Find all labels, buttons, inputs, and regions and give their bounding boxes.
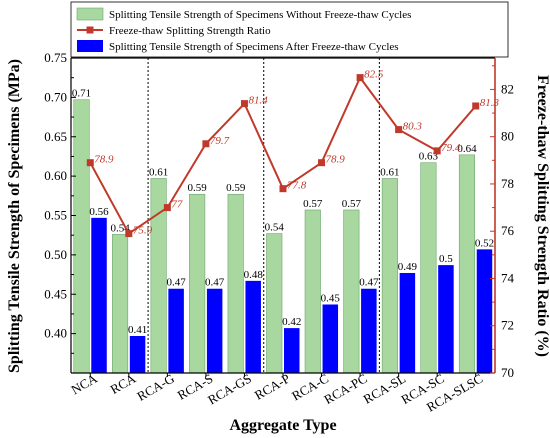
ratio-value-label: 77.8 bbox=[287, 180, 307, 192]
x-axis-title: Aggregate Type bbox=[229, 417, 336, 434]
left-tick-label: 0.55 bbox=[44, 208, 67, 223]
right-tick-label: 78 bbox=[501, 176, 514, 191]
bar-without-freeze-thaw bbox=[304, 209, 321, 374]
bar-value-label: 0.56 bbox=[89, 206, 109, 218]
bar-value-label: 0.59 bbox=[226, 182, 246, 194]
ratio-marker bbox=[202, 140, 210, 148]
bar-without-freeze-thaw bbox=[420, 162, 437, 374]
bar-without-freeze-thaw bbox=[458, 154, 476, 374]
bar-value-label: 0.61 bbox=[149, 166, 168, 178]
bar-value-label: 0.57 bbox=[303, 198, 323, 210]
bar-value-label: 0.48 bbox=[244, 269, 264, 281]
bar-without-freeze-thaw bbox=[266, 233, 283, 374]
bar-after-freeze-thaw bbox=[129, 335, 146, 373]
legend-label-ratio: Freeze-thaw Splitting Strength Ratio bbox=[109, 25, 271, 37]
y2-axis-title: Freeze-thaw Splitting Strength Ratio (%) bbox=[534, 75, 550, 357]
x-tick-label: RCA-PC bbox=[321, 371, 369, 407]
y-axis-title: Splitting Tensile Strength of Specimens … bbox=[6, 59, 23, 373]
bar-after-freeze-thaw bbox=[168, 288, 184, 373]
bar-without-freeze-thaw bbox=[227, 193, 244, 374]
ratio-marker bbox=[433, 147, 441, 155]
left-tick-label: 0.45 bbox=[44, 286, 67, 301]
bar-value-label: 0.5 bbox=[439, 253, 453, 265]
x-tick-label: RCA-P bbox=[252, 371, 293, 403]
ratio-value-label: 75.9 bbox=[133, 225, 153, 237]
right-tick-label: 80 bbox=[501, 129, 514, 144]
ratio-value-label: 81.4 bbox=[248, 95, 268, 107]
x-tick-label: RCA-SL bbox=[361, 371, 409, 407]
bar-value-label: 0.47 bbox=[166, 277, 186, 289]
bar-after-freeze-thaw bbox=[284, 328, 300, 373]
ratio-value-label: 78.9 bbox=[94, 154, 114, 166]
ratio-marker bbox=[356, 74, 364, 82]
ratio-value-label: 82.5 bbox=[364, 69, 384, 81]
bar-value-label: 0.47 bbox=[359, 277, 379, 289]
x-tick-label: NCA bbox=[68, 370, 100, 397]
legend-swatch-without bbox=[76, 7, 104, 21]
legend-box bbox=[70, 1, 509, 58]
ratio-value-label: 79.7 bbox=[210, 135, 230, 147]
x-tick-label: RCA-G bbox=[134, 371, 177, 404]
bar-without-freeze-thaw bbox=[189, 193, 206, 374]
right-tick-label: 74 bbox=[501, 270, 515, 285]
bar-value-label: 0.49 bbox=[398, 261, 418, 273]
legend-label-without: Splitting Tensile Strength of Specimens … bbox=[109, 9, 411, 21]
legend-swatch-ratio-marker bbox=[86, 26, 94, 34]
left-tick-label: 0.40 bbox=[44, 326, 67, 341]
bar-without-freeze-thaw bbox=[343, 209, 360, 374]
bar-value-label: 0.71 bbox=[72, 88, 91, 100]
ratio-value-label: 77 bbox=[171, 199, 183, 211]
bar-value-label: 0.41 bbox=[128, 324, 147, 336]
legend-label-after: Splitting Tensile Strength of Specimens … bbox=[109, 41, 399, 53]
bar-without-freeze-thaw bbox=[112, 234, 129, 374]
bar-after-freeze-thaw bbox=[438, 265, 454, 373]
ratio-marker bbox=[472, 102, 480, 110]
ratio-marker bbox=[86, 159, 94, 167]
right-tick-label: 82 bbox=[501, 81, 514, 96]
ratio-marker bbox=[318, 159, 326, 167]
bar-value-label: 0.52 bbox=[475, 237, 494, 249]
bar-value-label: 0.63 bbox=[419, 151, 439, 163]
left-tick-label: 0.60 bbox=[44, 168, 67, 183]
left-tick-label: 0.75 bbox=[44, 50, 67, 65]
bar-after-freeze-thaw bbox=[206, 288, 223, 373]
right-tick-label: 72 bbox=[501, 318, 514, 333]
bar-after-freeze-thaw bbox=[476, 249, 493, 373]
left-tick-label: 0.50 bbox=[44, 247, 67, 262]
ratio-marker bbox=[125, 230, 133, 238]
ratio-marker bbox=[163, 204, 171, 212]
ratio-marker bbox=[240, 100, 248, 108]
ratio-marker bbox=[395, 126, 403, 134]
ratio-value-label: 78.9 bbox=[326, 154, 346, 166]
bar-value-label: 0.64 bbox=[457, 143, 477, 155]
bar-after-freeze-thaw bbox=[399, 272, 416, 373]
bar-value-label: 0.42 bbox=[282, 316, 301, 328]
bar-value-label: 0.57 bbox=[342, 198, 362, 210]
left-tick-label: 0.65 bbox=[44, 129, 67, 144]
right-tick-label: 70 bbox=[501, 365, 514, 380]
ratio-value-label: 79.4 bbox=[441, 142, 461, 154]
x-tick-label: RCA bbox=[108, 370, 139, 397]
bar-value-label: 0.59 bbox=[188, 182, 208, 194]
bar-value-label: 0.61 bbox=[380, 166, 399, 178]
x-tick-label: RCA-GS bbox=[205, 371, 254, 408]
bar-value-label: 0.54 bbox=[265, 222, 285, 234]
bar-without-freeze-thaw bbox=[381, 178, 398, 374]
bar-after-freeze-thaw bbox=[245, 280, 261, 373]
bar-after-freeze-thaw bbox=[361, 288, 377, 373]
ratio-value-label: 81.3 bbox=[480, 97, 500, 109]
bar-value-label: 0.47 bbox=[205, 277, 225, 289]
ratio-marker bbox=[279, 185, 287, 193]
left-tick-label: 0.70 bbox=[44, 89, 67, 104]
bar-after-freeze-thaw bbox=[322, 304, 339, 373]
bar-without-freeze-thaw bbox=[73, 99, 90, 374]
bar-after-freeze-thaw bbox=[91, 217, 107, 373]
ratio-value-label: 80.3 bbox=[403, 121, 423, 133]
bar-value-label: 0.45 bbox=[321, 292, 341, 304]
right-tick-label: 76 bbox=[501, 223, 515, 238]
legend-swatch-after bbox=[77, 40, 103, 52]
